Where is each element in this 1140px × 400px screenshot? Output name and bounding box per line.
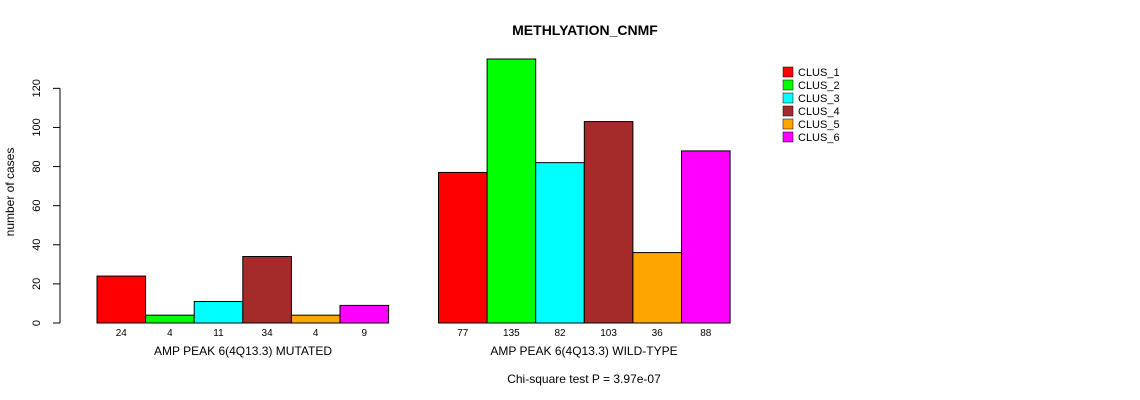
y-tick-label: 0 [31, 320, 43, 326]
legend-label: CLUS_3 [798, 93, 840, 105]
bar [681, 150, 731, 324]
footnote-chi-square: Chi-square test P = 3.97e-07 [507, 372, 661, 386]
y-tick-label: 120 [31, 79, 43, 97]
legend-swatch [782, 105, 794, 117]
y-tick-label: 40 [31, 239, 43, 251]
bar-count-label: 4 [167, 328, 173, 339]
legend-swatch [782, 118, 794, 130]
bar-count-label: 24 [116, 328, 128, 339]
legend-label: CLUS_2 [798, 80, 840, 92]
bar [193, 300, 244, 324]
bar [242, 256, 292, 324]
legend-swatch [782, 79, 794, 91]
legend-label: CLUS_4 [798, 106, 840, 118]
chart-title: METHLYATION_CNMF [512, 22, 658, 38]
bar-count-label: 4 [313, 328, 319, 339]
bar [535, 162, 585, 324]
bar-count-label: 82 [554, 328, 566, 339]
group-label-wild-type: AMP PEAK 6(4Q13.3) WILD-TYPE [490, 344, 677, 358]
legend-label: CLUS_5 [798, 119, 840, 131]
y-axis: 0 20 40 60 80 100 120 [31, 79, 61, 326]
legend-label: CLUS_1 [798, 67, 840, 79]
y-tick-label: 80 [31, 160, 43, 172]
y-tick-label: 60 [31, 200, 43, 212]
bar-count-label: 103 [600, 328, 617, 339]
group-label-mutated: AMP PEAK 6(4Q13.3) MUTATED [154, 344, 332, 358]
count-labels: 24 4 11 34 4 9 77 135 82 103 36 88 [116, 328, 712, 339]
bar-count-label: 11 [213, 328, 224, 339]
bar [290, 314, 341, 324]
y-tick-label: 20 [31, 278, 43, 290]
bar [96, 275, 147, 324]
bar-count-label: 135 [503, 328, 520, 339]
bar [145, 314, 195, 324]
bar-count-label: 88 [700, 328, 712, 339]
legend-label: CLUS_6 [798, 132, 840, 144]
bar [486, 58, 537, 324]
bar [339, 304, 390, 324]
bar-count-label: 9 [362, 328, 368, 339]
y-tick-label: 100 [31, 118, 43, 136]
bar [438, 171, 488, 324]
legend-swatch [782, 92, 794, 104]
bar [583, 121, 634, 324]
bar-count-label: 77 [457, 328, 469, 339]
legend-swatch [782, 66, 794, 78]
legend-swatch [782, 131, 794, 143]
bar-count-label: 36 [652, 328, 664, 339]
bar [632, 252, 683, 324]
y-axis-label: number of cases [3, 148, 17, 237]
bars [96, 58, 731, 324]
bar-count-label: 34 [262, 328, 274, 339]
